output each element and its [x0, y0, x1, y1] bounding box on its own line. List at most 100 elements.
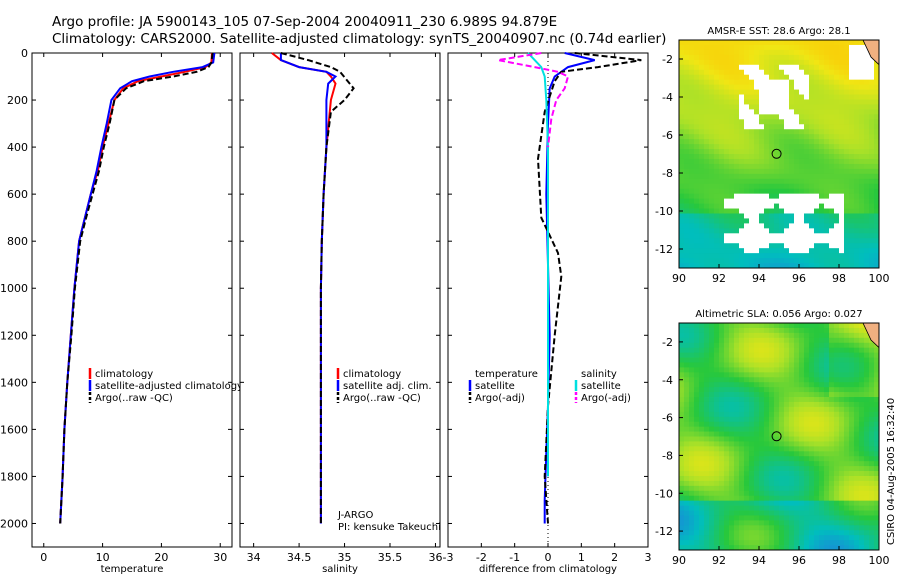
map-cell [814, 109, 820, 115]
map-cell [854, 397, 860, 403]
map-cell [794, 40, 800, 46]
map-cell [839, 89, 845, 95]
map-cell [854, 515, 860, 521]
map-cell [824, 466, 830, 472]
map-cell [704, 525, 710, 531]
map-cell [799, 149, 805, 155]
map-cell [754, 89, 760, 95]
map-cell [749, 327, 755, 334]
map-cell [749, 104, 755, 110]
map-cell [754, 372, 760, 378]
map-cell [714, 416, 720, 423]
map-cell [734, 411, 740, 418]
map-cell [774, 109, 780, 115]
map-cell [784, 59, 790, 66]
map-cell [869, 451, 875, 457]
map-cell [684, 79, 690, 86]
map-cell [769, 203, 775, 209]
map-cell [834, 357, 840, 363]
map-cell [714, 74, 720, 81]
map-cell [809, 218, 815, 224]
map-cell [799, 129, 805, 135]
map-cell [759, 510, 765, 516]
map-cell [854, 89, 860, 95]
map-cell [864, 154, 870, 160]
map-cell [824, 377, 830, 383]
map-cell [799, 158, 805, 165]
map-cell [859, 154, 865, 160]
map-cell [809, 545, 815, 551]
map-cell [824, 243, 830, 249]
map-cell [839, 382, 845, 388]
map-cell [859, 54, 865, 61]
map-cell [864, 193, 870, 200]
map-cell [764, 69, 770, 76]
map-cell [779, 352, 785, 358]
map-cell [829, 416, 835, 423]
map-cell [759, 397, 765, 403]
map-cell [824, 263, 830, 269]
map-cell [864, 139, 870, 145]
map-cell [689, 188, 695, 195]
map-cell [709, 446, 715, 452]
map-cell [719, 248, 725, 254]
map-cell [829, 59, 835, 66]
map-cell [774, 193, 780, 200]
map-cell [704, 392, 710, 398]
map-cell [679, 104, 685, 110]
map-cell [714, 387, 720, 393]
map-cell [839, 490, 845, 497]
map-cell [694, 74, 700, 81]
map-cell [834, 406, 840, 413]
map-cell [739, 426, 745, 432]
map-cell [839, 352, 845, 358]
map-cell [784, 158, 790, 165]
map-cell [714, 188, 720, 195]
map-cell [799, 347, 805, 353]
map-cell [689, 382, 695, 388]
map-cell [869, 505, 875, 511]
map-cell [809, 144, 815, 150]
map-cell [819, 446, 825, 452]
map-cell [869, 406, 875, 413]
map-cell [799, 44, 805, 51]
map-cell [759, 406, 765, 413]
map-cell [794, 44, 800, 51]
map-cell [829, 545, 835, 551]
map-cell [829, 168, 835, 175]
map-cell [819, 362, 825, 368]
map-cell [844, 54, 850, 61]
map-cell [824, 431, 830, 437]
map-cell [864, 74, 870, 81]
map-cell [744, 406, 750, 413]
map-cell [839, 342, 845, 349]
annotation-label: PI: kensuke Takeuchi [338, 522, 441, 533]
map-cell [829, 144, 835, 150]
map-cell [874, 446, 880, 452]
map-cell [794, 421, 800, 428]
map-cell [779, 183, 785, 190]
map-cell [859, 94, 865, 100]
map-cell [799, 203, 805, 209]
map-cell [729, 149, 735, 155]
map-cell [754, 475, 760, 482]
map-cell [844, 218, 850, 224]
map-cell [704, 540, 710, 546]
map-cell [849, 367, 855, 373]
map-cell [714, 139, 720, 145]
map-cell [834, 94, 840, 100]
map-cell [769, 134, 775, 140]
map-cell [689, 124, 695, 130]
map-cell [864, 520, 870, 526]
map-cell [699, 485, 705, 492]
map-cell [824, 342, 830, 349]
map-cell [819, 436, 825, 442]
map-cell [694, 238, 700, 244]
map-cell [764, 446, 770, 452]
map-cell [754, 149, 760, 155]
map-cell [769, 535, 775, 541]
map-cell [719, 44, 725, 51]
map-cell [749, 520, 755, 526]
map-cell [709, 228, 715, 234]
